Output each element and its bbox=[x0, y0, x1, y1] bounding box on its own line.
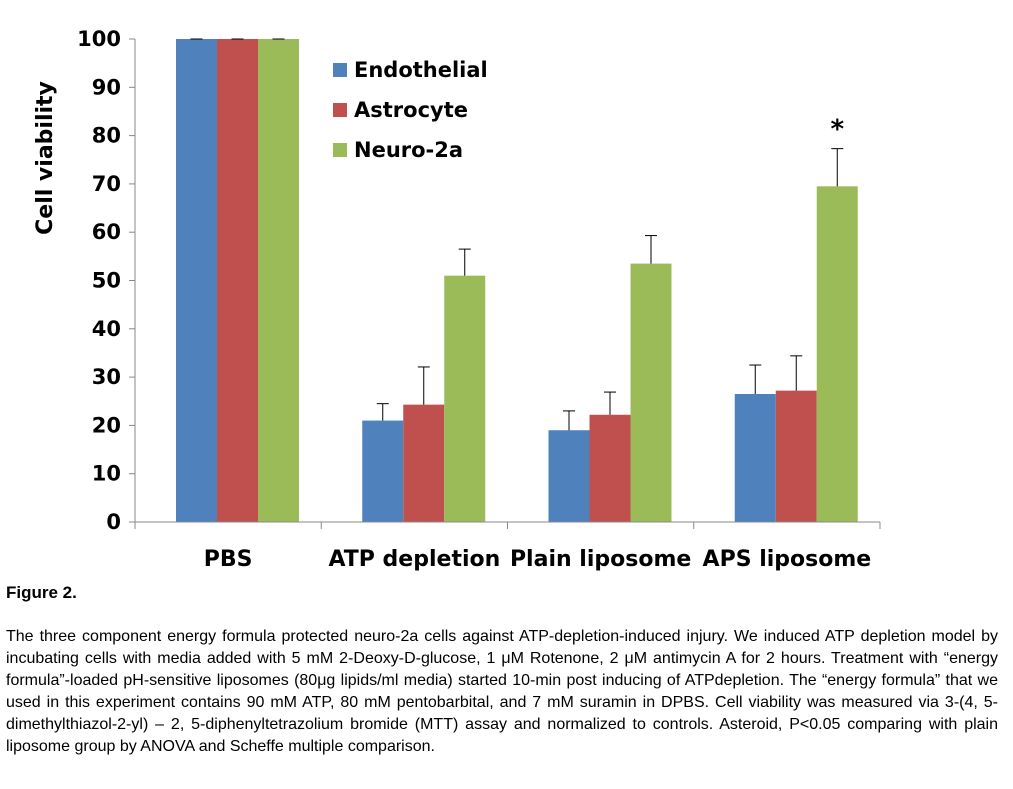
bar-astrocyte-atp-depletion bbox=[403, 404, 445, 522]
y-axis-label: Cell viability bbox=[33, 81, 58, 235]
y-tick-label-60: 60 bbox=[92, 220, 121, 244]
y-tick-label-50: 50 bbox=[92, 269, 121, 293]
bar-endothelial-pbs bbox=[176, 39, 217, 522]
plot-area: PBS ATP depletion Plain liposome APS liposo… bbox=[77, 27, 881, 572]
y-tick-label-40: 40 bbox=[92, 317, 121, 341]
y-tick-label-10: 10 bbox=[92, 462, 121, 486]
bar-astrocyte-aps-liposome bbox=[775, 390, 817, 522]
bar-endothelial-aps-liposome bbox=[734, 394, 776, 522]
legend-swatch-neuro-2a bbox=[333, 143, 347, 157]
figure-caption: The three component energy formula prote… bbox=[6, 628, 998, 755]
legend-label-astrocyte: Astrocyte bbox=[354, 98, 468, 122]
bar-chart: Cell viability PBS ATP depletion Plain lip… bbox=[33, 27, 881, 572]
bar-endothelial-atp-depletion bbox=[362, 420, 404, 522]
bar-astrocyte-pbs bbox=[217, 39, 258, 522]
y-tick-label-80: 80 bbox=[92, 124, 121, 148]
legend: Endothelial Astrocyte Neuro-2a bbox=[333, 58, 488, 162]
x-tick-label-pbs: PBS bbox=[204, 547, 253, 572]
legend-swatch-endothelial bbox=[333, 63, 347, 77]
legend-label-endothelial: Endothelial bbox=[354, 58, 488, 82]
bar-neuro-2a-atp-depletion bbox=[444, 275, 486, 522]
y-tick-label-20: 20 bbox=[92, 413, 121, 437]
y-tick-label-70: 70 bbox=[92, 172, 121, 196]
x-tick-label-plain-liposome: Plain liposome bbox=[510, 547, 691, 572]
bar-neuro-2a-plain-liposome bbox=[630, 263, 672, 522]
y-tick-label-30: 30 bbox=[92, 365, 121, 389]
bar-neuro-2a-pbs bbox=[258, 39, 299, 522]
legend-label-neuro-2a: Neuro-2a bbox=[354, 138, 463, 162]
x-tick-label-aps-liposome: APS liposome bbox=[703, 547, 872, 572]
significance-asterisk: * bbox=[830, 115, 844, 145]
figure-title: Figure 2. bbox=[6, 583, 77, 602]
y-tick-label-90: 90 bbox=[92, 75, 121, 99]
y-tick-label-100: 100 bbox=[77, 27, 121, 51]
x-tick-label-atp-depletion: ATP depletion bbox=[328, 547, 500, 572]
bar-astrocyte-plain-liposome bbox=[589, 414, 631, 522]
bar-neuro-2a-aps-liposome bbox=[816, 186, 858, 522]
bar-endothelial-plain-liposome bbox=[548, 430, 590, 522]
y-tick-label-0: 0 bbox=[106, 510, 121, 534]
legend-swatch-astrocyte bbox=[333, 103, 347, 117]
